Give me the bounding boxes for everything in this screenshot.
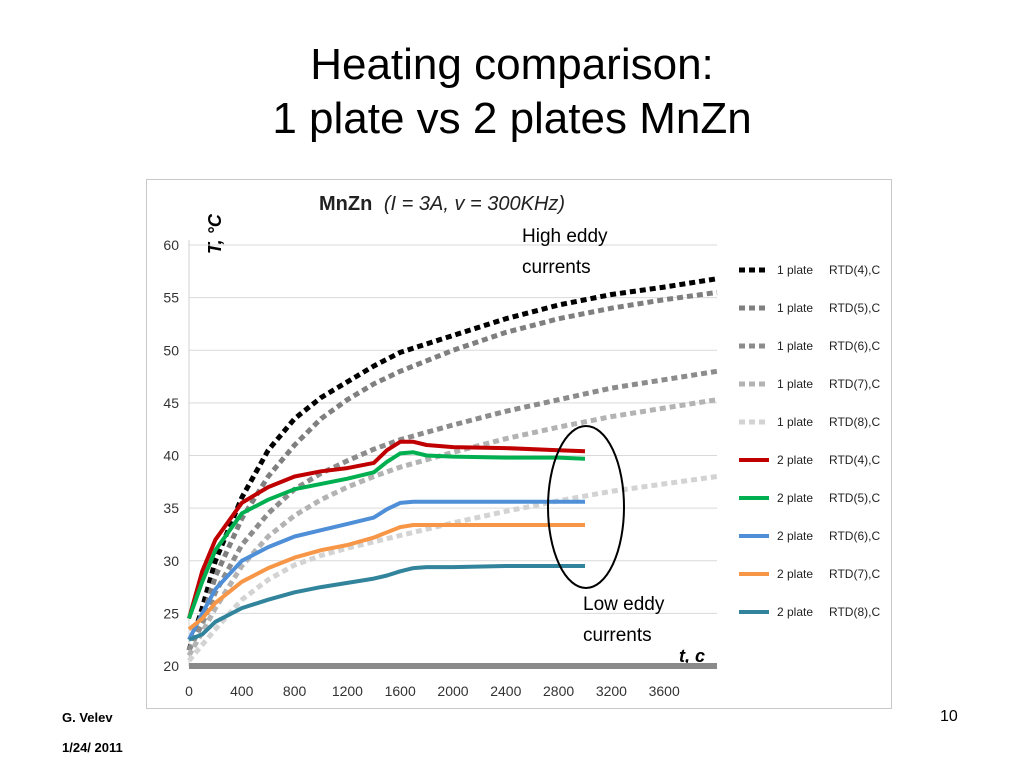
legend-plates-label: 2 plate bbox=[777, 567, 813, 581]
legend-plates-label: 1 plate bbox=[777, 377, 813, 391]
annotation-high-eddy-line1: High eddy bbox=[522, 226, 608, 247]
legend-series-label: RTD(7),C bbox=[829, 377, 880, 391]
x-tick-label: 3200 bbox=[596, 683, 627, 699]
series-line bbox=[186, 289, 718, 652]
legend-series-label: RTD(4),C bbox=[829, 263, 880, 277]
legend-series-label: RTD(8),C bbox=[829, 605, 880, 619]
chart-title-params: (I = 3A, v = 300KHz) bbox=[384, 193, 565, 215]
chart: MnZn (I = 3A, v = 300KHz) T, °C t, c 202… bbox=[163, 193, 880, 699]
legend-plates-label: 1 plate bbox=[777, 301, 813, 315]
x-tick-label: 1200 bbox=[332, 683, 363, 699]
y-axis-label: T, °C bbox=[205, 213, 225, 254]
legend: 1 plate RTD(4),C 1 plate RTD(5),C 1 plate RTD… bbox=[739, 263, 880, 619]
legend-series-label: RTD(6),C bbox=[829, 529, 880, 543]
y-tick-label: 20 bbox=[163, 658, 179, 674]
annotation-ellipse bbox=[547, 425, 625, 589]
annotation-low-eddy-line2: currents bbox=[583, 625, 652, 646]
x-tick-label: 2800 bbox=[543, 683, 574, 699]
x-tick-label: 400 bbox=[230, 683, 254, 699]
y-tick-label: 25 bbox=[163, 605, 179, 621]
legend-plates-label: 1 plate bbox=[777, 263, 813, 277]
chart-title: MnZn bbox=[319, 193, 372, 215]
slide-title: Heating comparison: 1 plate vs 2 plates … bbox=[0, 38, 1024, 146]
x-tick-label: 2000 bbox=[437, 683, 468, 699]
x-tick-label: 0 bbox=[185, 683, 193, 699]
footer-date: 1/24/ 2011 bbox=[62, 740, 123, 755]
legend-series-label: RTD(7),C bbox=[829, 567, 880, 581]
svg-text:High eddy currents: High eddy currents bbox=[522, 226, 613, 278]
svg-text:Low eddy currents: Low eddy currents bbox=[583, 594, 670, 646]
legend-series-label: RTD(5),C bbox=[829, 301, 880, 315]
x-axis-label: t, c bbox=[679, 646, 705, 666]
series-line bbox=[186, 397, 718, 657]
y-tick-label: 40 bbox=[163, 448, 179, 464]
legend-plates-label: 1 plate bbox=[777, 339, 813, 353]
annotation-high-eddy-line2: currents bbox=[522, 257, 591, 278]
x-tick-label: 3600 bbox=[649, 683, 680, 699]
chart-frame: MnZn (I = 3A, v = 300KHz) T, °C t, c 20 2… bbox=[146, 179, 892, 709]
page-number: 10 bbox=[940, 708, 958, 725]
legend-plates-label: 2 plate bbox=[777, 491, 813, 505]
series-line bbox=[187, 439, 586, 620]
x-tick-label: 2400 bbox=[490, 683, 521, 699]
axes: 20 25 30 35 40 45 50 55 60 0 400 800 1200 1600 2000 240… bbox=[163, 237, 717, 699]
annotations: High eddy currents Low eddy currents bbox=[522, 226, 670, 646]
y-tick-label: 60 bbox=[163, 237, 179, 253]
series-line bbox=[187, 450, 586, 620]
series-line bbox=[186, 276, 718, 651]
y-tick-label: 45 bbox=[163, 395, 179, 411]
y-tick-label: 30 bbox=[163, 553, 179, 569]
grid bbox=[189, 244, 717, 614]
legend-plates-label: 1 plate bbox=[777, 415, 813, 429]
y-tick-label: 50 bbox=[163, 342, 179, 358]
x-tick-label: 1600 bbox=[385, 683, 416, 699]
series-line bbox=[188, 564, 585, 642]
series-line bbox=[187, 499, 585, 641]
legend-series-label: RTD(8),C bbox=[829, 415, 880, 429]
annotation-low-eddy-line1: Low eddy bbox=[583, 594, 665, 615]
series-lines bbox=[186, 276, 718, 663]
legend-plates-label: 2 plate bbox=[777, 529, 813, 543]
y-tick-label: 35 bbox=[163, 500, 179, 516]
slide-title-line1: Heating comparison: bbox=[310, 40, 714, 89]
slide-title-line2: 1 plate vs 2 plates MnZn bbox=[272, 94, 752, 143]
legend-series-label: RTD(5),C bbox=[829, 491, 880, 505]
footer-author: G. Velev bbox=[62, 710, 113, 725]
series-line bbox=[186, 368, 718, 652]
x-tick-label: 800 bbox=[283, 683, 307, 699]
legend-series-label: RTD(6),C bbox=[829, 339, 880, 353]
legend-plates-label: 2 plate bbox=[777, 605, 813, 619]
legend-series-label: RTD(4),C bbox=[829, 453, 880, 467]
y-tick-label: 55 bbox=[163, 290, 179, 306]
legend-plates-label: 2 plate bbox=[777, 453, 813, 467]
series-line bbox=[187, 523, 585, 631]
svg-text:MnZn (I = 3A, v = 300KHz: MnZn (I = 3A, v = 300KHz) bbox=[319, 193, 565, 215]
series-line bbox=[187, 474, 718, 663]
